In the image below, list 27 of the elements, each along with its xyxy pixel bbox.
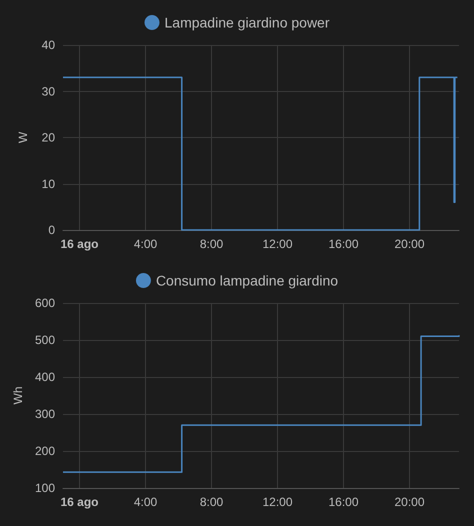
x-tick-label: 4:00 [134, 237, 158, 251]
y-tick-label: 500 [34, 333, 56, 347]
x-tick-label: 16 ago [60, 495, 99, 509]
y-tick-label: 100 [34, 481, 56, 495]
x-tick-label: 4:00 [134, 495, 158, 509]
y-tick-label: 200 [34, 444, 56, 458]
x-tick-label: 8:00 [200, 237, 224, 251]
legend-label: Lampadine giardino power [164, 14, 330, 30]
y-tick-label: 40 [42, 38, 56, 52]
x-tick-label: 20:00 [394, 237, 425, 251]
y-tick-label: 30 [42, 84, 56, 98]
y-tick-label: 0 [48, 223, 56, 237]
y-tick-label: 400 [34, 370, 56, 384]
x-tick-label: 8:00 [200, 495, 224, 509]
x-tick-label: 12:00 [262, 237, 293, 251]
y-tick-label: 10 [42, 176, 56, 191]
y-tick-label: 20 [42, 130, 56, 144]
y-tick-label: 300 [34, 407, 56, 421]
x-tick-label: 16:00 [328, 495, 359, 509]
x-tick-label: 16:00 [328, 237, 359, 251]
y-axis-title: Wh [11, 386, 26, 404]
x-tick-label: 16 ago [60, 237, 99, 251]
legend-label: Consumo lampadine giardino [156, 272, 338, 288]
y-axis-title: W [16, 131, 30, 144]
x-tick-label: 12:00 [262, 495, 293, 509]
y-tick-label: 600 [34, 296, 56, 310]
x-tick-label: 20:00 [394, 495, 425, 509]
